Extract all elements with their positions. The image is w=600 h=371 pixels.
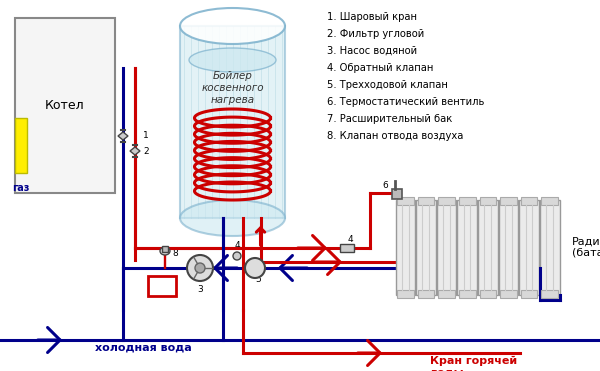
Bar bbox=[541, 197, 558, 205]
Bar bbox=[392, 189, 402, 199]
Text: 4. Обратный клапан: 4. Обратный клапан bbox=[327, 63, 433, 73]
Text: 7. Расширительный бак: 7. Расширительный бак bbox=[327, 114, 452, 124]
Bar bbox=[521, 197, 538, 205]
Bar bbox=[541, 290, 558, 298]
Text: 6. Термостатический вентиль: 6. Термостатический вентиль bbox=[327, 97, 484, 107]
Text: газ: газ bbox=[13, 183, 29, 193]
Text: 6: 6 bbox=[382, 181, 388, 190]
Text: 4: 4 bbox=[347, 236, 353, 244]
Circle shape bbox=[245, 258, 265, 278]
Bar bbox=[397, 290, 413, 298]
Bar bbox=[416, 200, 436, 295]
Bar bbox=[521, 290, 538, 298]
Bar bbox=[438, 197, 455, 205]
Bar bbox=[519, 200, 539, 295]
Text: Бойлер
косвенного
нагрева: Бойлер косвенного нагрева bbox=[201, 71, 264, 105]
Text: 7: 7 bbox=[158, 281, 166, 291]
Bar bbox=[499, 200, 518, 295]
Text: 2: 2 bbox=[143, 147, 149, 155]
Ellipse shape bbox=[180, 200, 285, 236]
Bar bbox=[540, 200, 560, 295]
Bar bbox=[15, 18, 115, 193]
Text: Кран горячей
воды: Кран горячей воды bbox=[430, 356, 517, 371]
Bar bbox=[478, 200, 497, 295]
Text: Котел: Котел bbox=[45, 99, 85, 112]
Circle shape bbox=[195, 263, 205, 273]
Bar bbox=[418, 290, 434, 298]
Bar bbox=[457, 200, 477, 295]
Bar bbox=[340, 244, 354, 252]
Bar bbox=[180, 26, 285, 218]
Text: 1: 1 bbox=[143, 131, 149, 141]
Bar bbox=[437, 200, 457, 295]
Text: 4: 4 bbox=[234, 242, 240, 250]
Text: 5. Трехходовой клапан: 5. Трехходовой клапан bbox=[327, 80, 448, 90]
Text: холодная вода: холодная вода bbox=[95, 343, 192, 353]
Bar bbox=[459, 290, 476, 298]
Bar bbox=[500, 290, 517, 298]
Bar bbox=[459, 197, 476, 205]
Bar bbox=[500, 197, 517, 205]
Ellipse shape bbox=[160, 247, 170, 255]
Ellipse shape bbox=[180, 8, 285, 44]
Text: Радиатор
(батарея): Радиатор (батарея) bbox=[572, 237, 600, 258]
Text: 2. Фильтр угловой: 2. Фильтр угловой bbox=[327, 29, 424, 39]
Bar bbox=[479, 197, 496, 205]
Text: 8: 8 bbox=[172, 250, 178, 259]
Bar bbox=[479, 290, 496, 298]
Bar bbox=[148, 276, 176, 296]
Polygon shape bbox=[118, 132, 128, 140]
Ellipse shape bbox=[189, 48, 276, 72]
Bar bbox=[418, 197, 434, 205]
Bar bbox=[15, 118, 27, 173]
Circle shape bbox=[187, 255, 213, 281]
Circle shape bbox=[233, 252, 241, 260]
Bar bbox=[395, 200, 415, 295]
Bar bbox=[162, 246, 168, 252]
Text: 3: 3 bbox=[197, 285, 203, 294]
Bar bbox=[397, 197, 413, 205]
Text: 8. Клапан отвода воздуха: 8. Клапан отвода воздуха bbox=[327, 131, 463, 141]
Text: 3. Насос водяной: 3. Насос водяной bbox=[327, 46, 417, 56]
Bar bbox=[438, 290, 455, 298]
Text: 5: 5 bbox=[255, 276, 261, 285]
Polygon shape bbox=[130, 147, 140, 155]
Text: 1. Шаровый кран: 1. Шаровый кран bbox=[327, 12, 417, 22]
